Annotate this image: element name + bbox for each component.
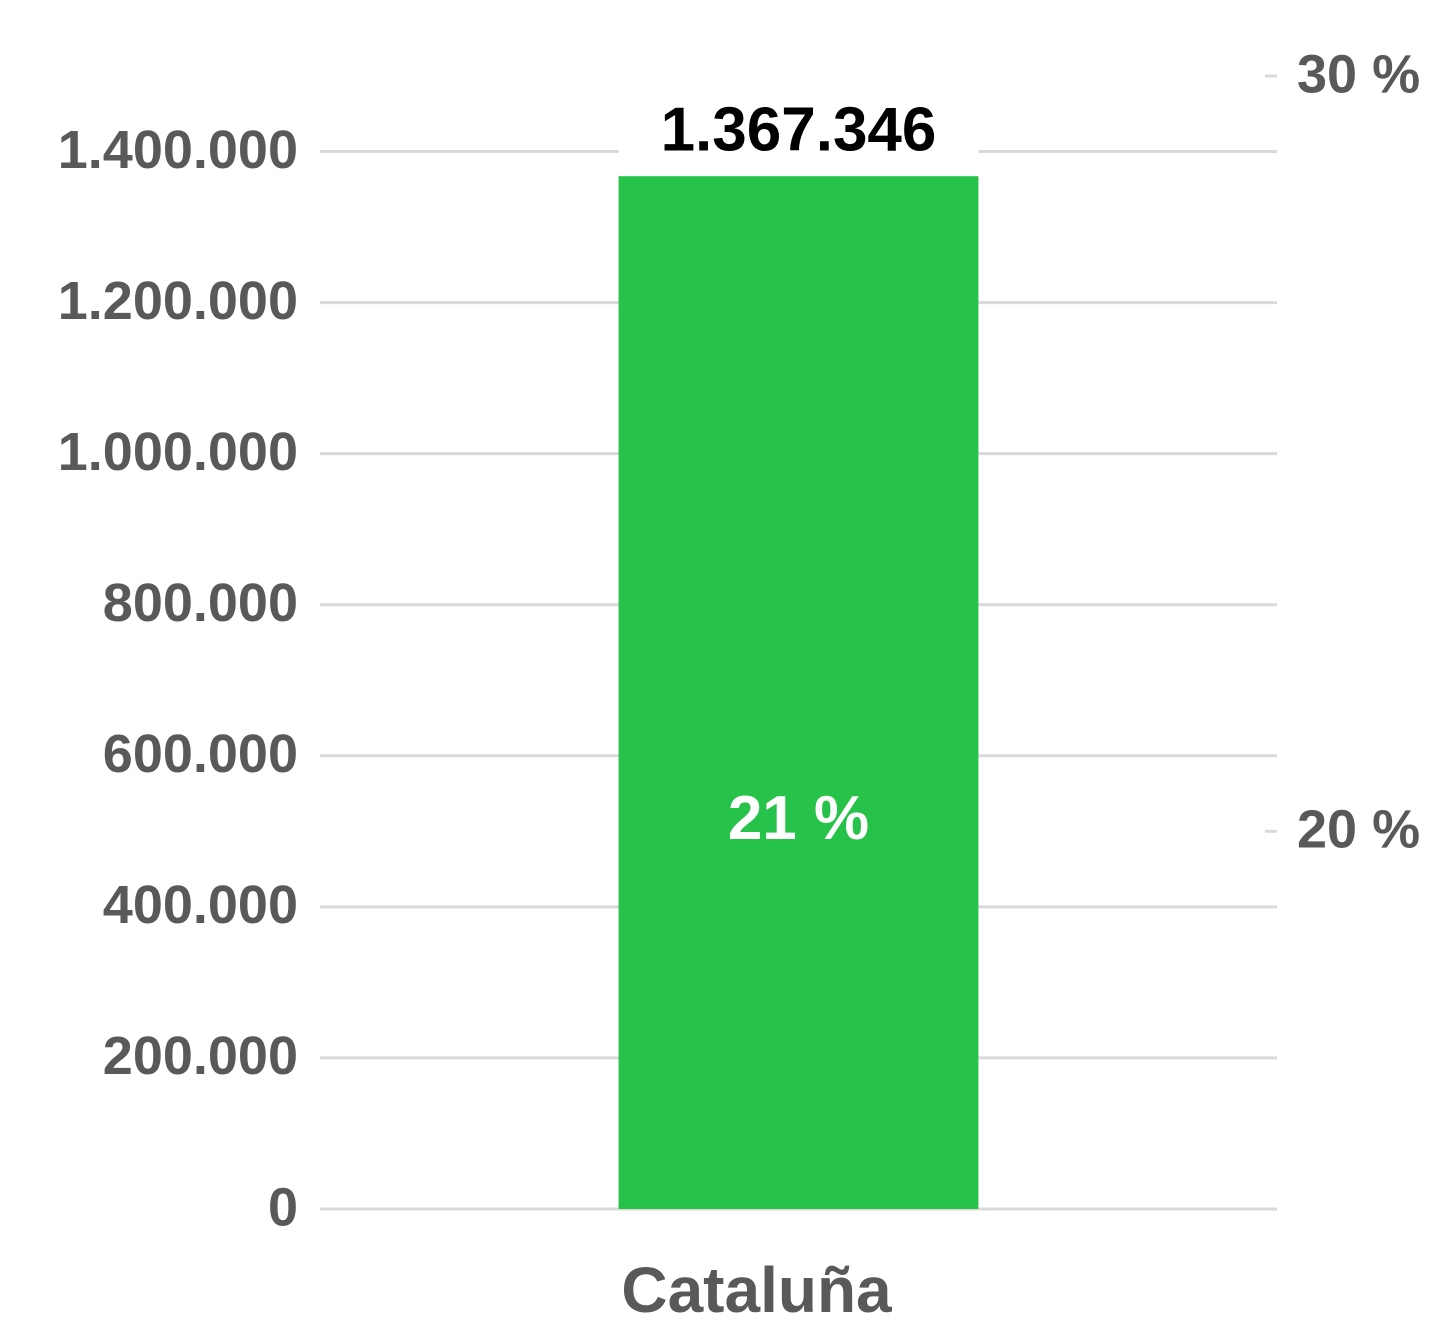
y-tick-label: 0 <box>268 1177 298 1237</box>
y-tick-label: 1.400.000 <box>58 120 298 180</box>
y2-tick-label: 20 % <box>1297 800 1420 860</box>
value-label: 1.367.346 <box>661 96 937 165</box>
y-tick-label: 400.000 <box>103 875 298 935</box>
share-label: 21 % <box>728 784 869 853</box>
y-tick-label: 200.000 <box>103 1026 298 1086</box>
y-tick-label: 800.000 <box>103 573 298 633</box>
y-tick-label: 1.000.000 <box>58 422 298 482</box>
x-tick-label: Cataluña <box>621 1254 892 1322</box>
bar <box>618 176 979 1209</box>
y-tick-label: 1.200.000 <box>58 271 298 331</box>
y-tick-label: 600.000 <box>103 724 298 784</box>
value-label-bg <box>618 96 979 167</box>
y2-tick-label: 30 % <box>1297 44 1420 104</box>
